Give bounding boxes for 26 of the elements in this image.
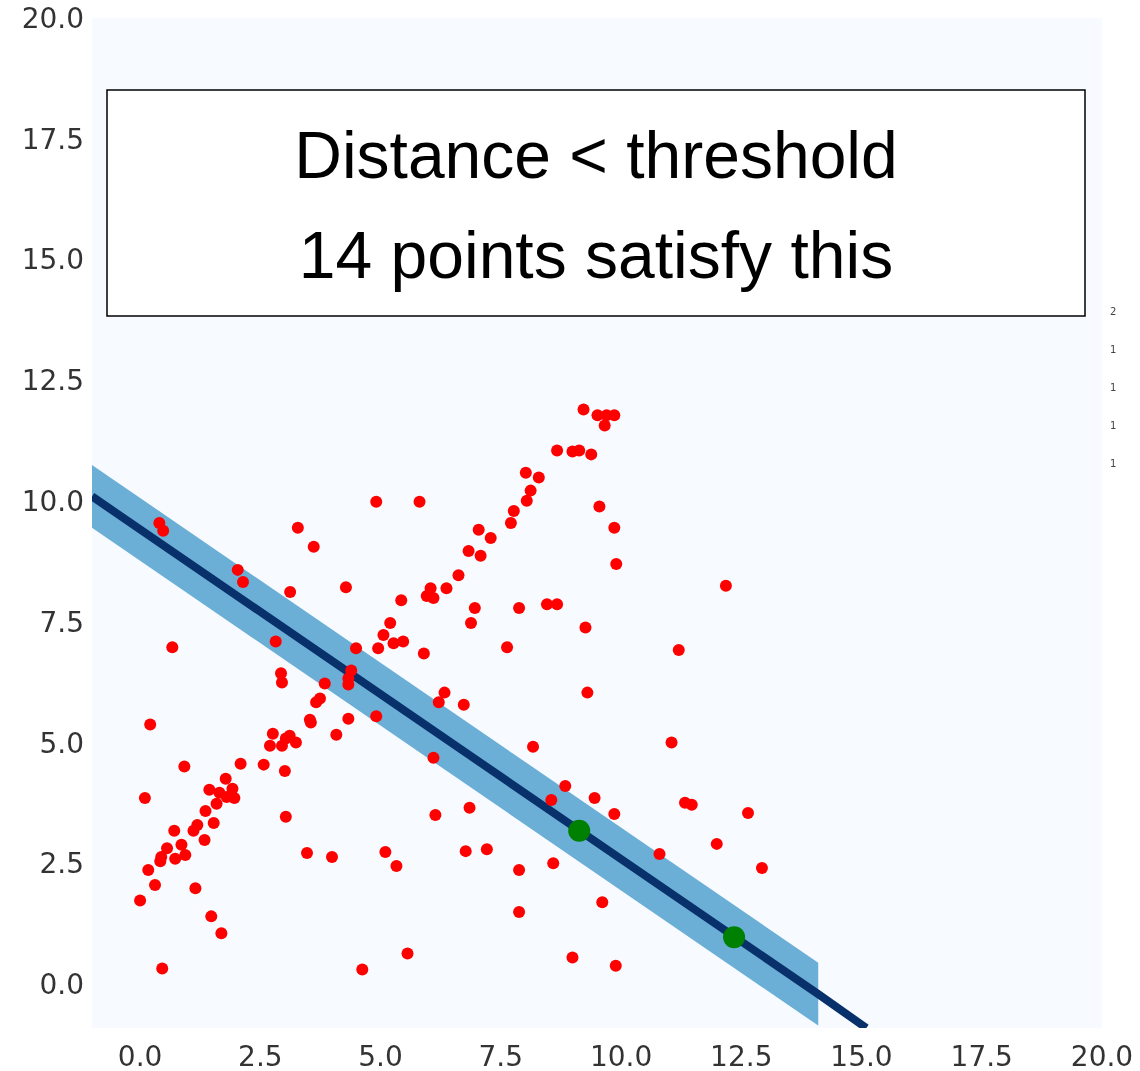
x-tick-label: 2.5 — [238, 1040, 283, 1071]
y-tick-label: 2.5 — [39, 847, 84, 881]
y-tick-label: 12.5 — [21, 364, 84, 398]
x-tick-label: 5.0 — [358, 1040, 403, 1071]
y-tick-label: 17.5 — [21, 122, 84, 156]
y-tick-label: 15.0 — [21, 243, 84, 277]
x-tick-label: 12.5 — [710, 1040, 773, 1071]
text: 2 — [1110, 306, 1117, 317]
text: 1 — [1110, 458, 1117, 469]
annotation: Distance < threshold — [294, 118, 898, 192]
x-tick-label: 15.0 — [830, 1040, 893, 1071]
text: 1 — [1110, 382, 1117, 393]
y-tick-label: 10.0 — [21, 485, 84, 519]
x-tick-label: 17.5 — [950, 1040, 1013, 1071]
x-tick-label: 20.0 — [1070, 1040, 1134, 1071]
x-tick-label: 7.5 — [478, 1040, 524, 1071]
y-tick-label: 5.0 — [39, 726, 84, 760]
text: 1 — [1110, 344, 1117, 355]
annotation: 14 points satisfy this — [298, 218, 894, 292]
text-box: Distance < threshold 14 points satisfy this — [106, 89, 1086, 317]
y-tick-label: 7.5 — [39, 605, 84, 639]
text: 1 — [1110, 420, 1117, 431]
y-tick-label: 0.0 — [39, 968, 84, 1002]
x-tick-label: 0.0 — [117, 1040, 163, 1071]
y-tick-label: 20.0 — [21, 1, 84, 35]
x-tick-label: 10.0 — [589, 1040, 653, 1071]
